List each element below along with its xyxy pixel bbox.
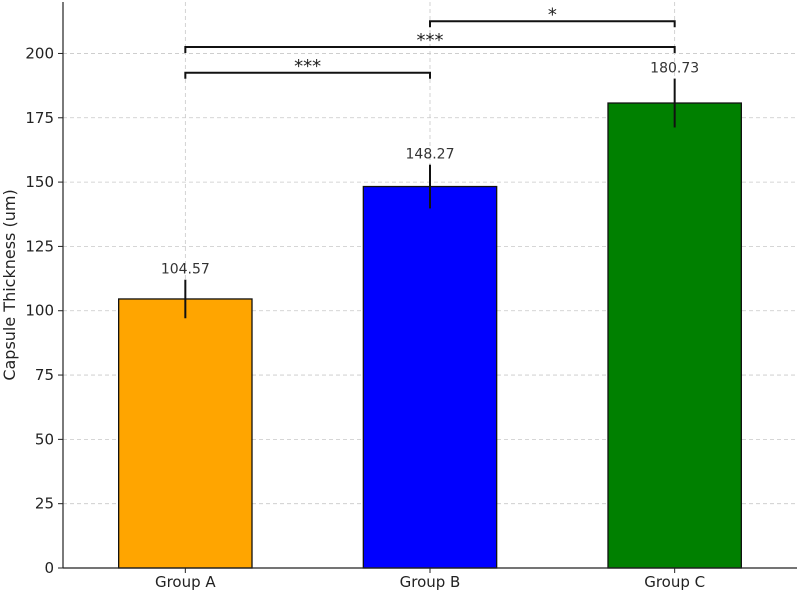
value-label: 180.73: [650, 61, 699, 77]
y-tick-label: 100: [25, 302, 54, 320]
y-tick-label: 50: [35, 430, 54, 448]
value-label: 148.27: [406, 147, 455, 163]
significance-label: *: [548, 4, 557, 25]
bars: [118, 102, 742, 569]
significance-bracket: [184, 71, 431, 79]
significance-brackets: *******: [184, 4, 676, 79]
y-tick-label: 75: [35, 366, 54, 384]
y-tick-label: 0: [44, 559, 54, 577]
significance-label: ***: [417, 30, 444, 51]
y-tick-label: 125: [25, 237, 54, 255]
x-tick-label: Group A: [155, 573, 216, 590]
significance-label: ***: [294, 56, 321, 77]
y-tick-label: 150: [25, 173, 54, 191]
y-axis-title: Capsule Thickness (um): [0, 189, 19, 380]
significance-bracket: [184, 46, 676, 54]
significance-bracket: [429, 20, 676, 28]
y-tick-label: 25: [35, 495, 54, 513]
axes: 0 25 50 75 100 125 150 175 200 Group A Group B Grou…: [25, 2, 797, 591]
y-tick-label: 200: [25, 44, 54, 62]
bar-group-b: [362, 185, 498, 569]
y-tick-label: 175: [25, 109, 54, 127]
x-tick-label: Group C: [644, 573, 705, 590]
value-labels: 104.57 148.27 180.73: [161, 61, 699, 278]
bar-group-c: [607, 102, 742, 569]
x-tick-label: Group B: [400, 573, 461, 590]
error-bars: [184, 78, 676, 319]
bar-group-a: [118, 298, 253, 569]
value-label: 104.57: [161, 262, 210, 278]
